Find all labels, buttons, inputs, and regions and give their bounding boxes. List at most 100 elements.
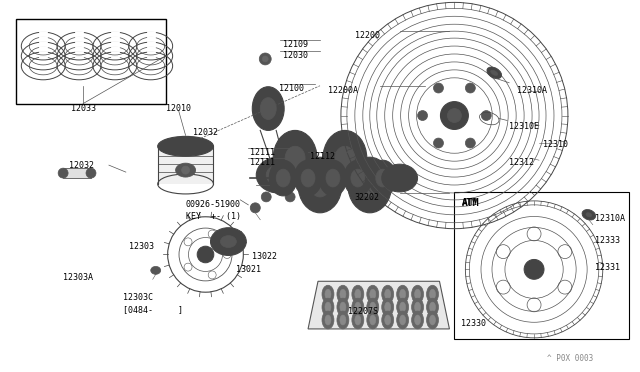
Ellipse shape [487,67,502,79]
Ellipse shape [285,192,295,202]
Ellipse shape [429,302,435,312]
Text: 00926-51900: 00926-51900 [186,200,241,209]
Ellipse shape [415,289,420,299]
Text: 12032: 12032 [193,128,218,137]
Ellipse shape [447,109,461,122]
Ellipse shape [399,315,406,325]
Ellipse shape [415,302,420,312]
Ellipse shape [412,285,424,303]
Text: 12331: 12331 [595,263,620,272]
Text: 12310A: 12310A [517,86,547,95]
Ellipse shape [298,157,342,213]
Ellipse shape [252,87,284,131]
Text: 12112: 12112 [310,152,335,161]
Text: 32202: 32202 [355,193,380,202]
Ellipse shape [262,56,268,62]
Ellipse shape [355,289,361,299]
Text: 12330: 12330 [461,319,486,328]
Ellipse shape [355,302,361,312]
Text: 12303: 12303 [129,241,154,251]
Ellipse shape [440,102,468,129]
Ellipse shape [399,289,406,299]
Ellipse shape [417,110,428,121]
Text: 12200A: 12200A [328,86,358,95]
Ellipse shape [340,302,346,312]
Ellipse shape [385,289,390,299]
Ellipse shape [256,157,300,193]
Bar [454,192,628,339]
Ellipse shape [385,302,390,312]
Ellipse shape [355,315,361,325]
Ellipse shape [429,289,435,299]
Text: 12111: 12111 [250,158,275,167]
Text: 12033: 12033 [70,104,95,113]
Ellipse shape [397,311,408,329]
Ellipse shape [261,192,271,202]
Ellipse shape [259,53,271,65]
Ellipse shape [322,298,334,316]
Text: 12207S: 12207S [348,307,378,316]
Ellipse shape [319,160,347,196]
Text: ATM: ATM [461,198,479,208]
Text: 12310E: 12310E [509,122,539,131]
Ellipse shape [211,228,246,256]
Ellipse shape [429,315,435,325]
Text: 12310A: 12310A [595,214,625,223]
Ellipse shape [340,289,346,299]
Ellipse shape [325,315,331,325]
Ellipse shape [266,165,290,185]
Ellipse shape [367,285,379,303]
Ellipse shape [322,285,334,303]
Ellipse shape [348,157,392,213]
Ellipse shape [381,164,417,192]
Text: 12111: 12111 [250,148,275,157]
Ellipse shape [337,311,349,329]
Ellipse shape [337,285,349,303]
Ellipse shape [352,298,364,316]
Ellipse shape [220,235,236,247]
Ellipse shape [426,285,438,303]
Ellipse shape [269,160,297,196]
Ellipse shape [175,163,196,177]
Ellipse shape [369,160,397,196]
Ellipse shape [582,209,596,220]
Ellipse shape [276,169,290,187]
Ellipse shape [381,285,394,303]
Ellipse shape [465,83,476,93]
Ellipse shape [360,173,380,197]
Ellipse shape [412,311,424,329]
Text: KEY  +- (1): KEY +- (1) [186,212,241,221]
Text: ATM: ATM [461,198,476,207]
Ellipse shape [182,166,189,174]
Ellipse shape [86,168,96,178]
Text: 12010: 12010 [166,104,191,113]
Ellipse shape [301,169,315,187]
Ellipse shape [412,298,424,316]
Ellipse shape [273,131,317,186]
Ellipse shape [370,289,376,299]
Ellipse shape [310,173,330,197]
Ellipse shape [323,131,367,186]
Polygon shape [308,281,449,329]
Ellipse shape [285,146,305,170]
Bar [17,19,166,104]
Ellipse shape [157,137,214,156]
Ellipse shape [381,298,394,316]
Ellipse shape [491,70,498,76]
Text: 12312: 12312 [509,158,534,167]
Ellipse shape [370,302,376,312]
Ellipse shape [426,311,438,329]
Text: 12303C: 12303C [123,293,153,302]
Text: [0484-     ]: [0484- ] [123,305,183,314]
Ellipse shape [250,203,260,213]
Text: 12200: 12200 [355,31,380,40]
Ellipse shape [586,213,592,217]
Text: 12100: 12100 [279,84,304,93]
Ellipse shape [426,298,438,316]
Ellipse shape [481,110,492,121]
Text: 12030: 12030 [283,51,308,60]
Ellipse shape [465,138,476,148]
Text: 12303A: 12303A [63,273,93,282]
Text: ^ P0X 0003: ^ P0X 0003 [547,354,593,363]
Ellipse shape [376,169,390,187]
